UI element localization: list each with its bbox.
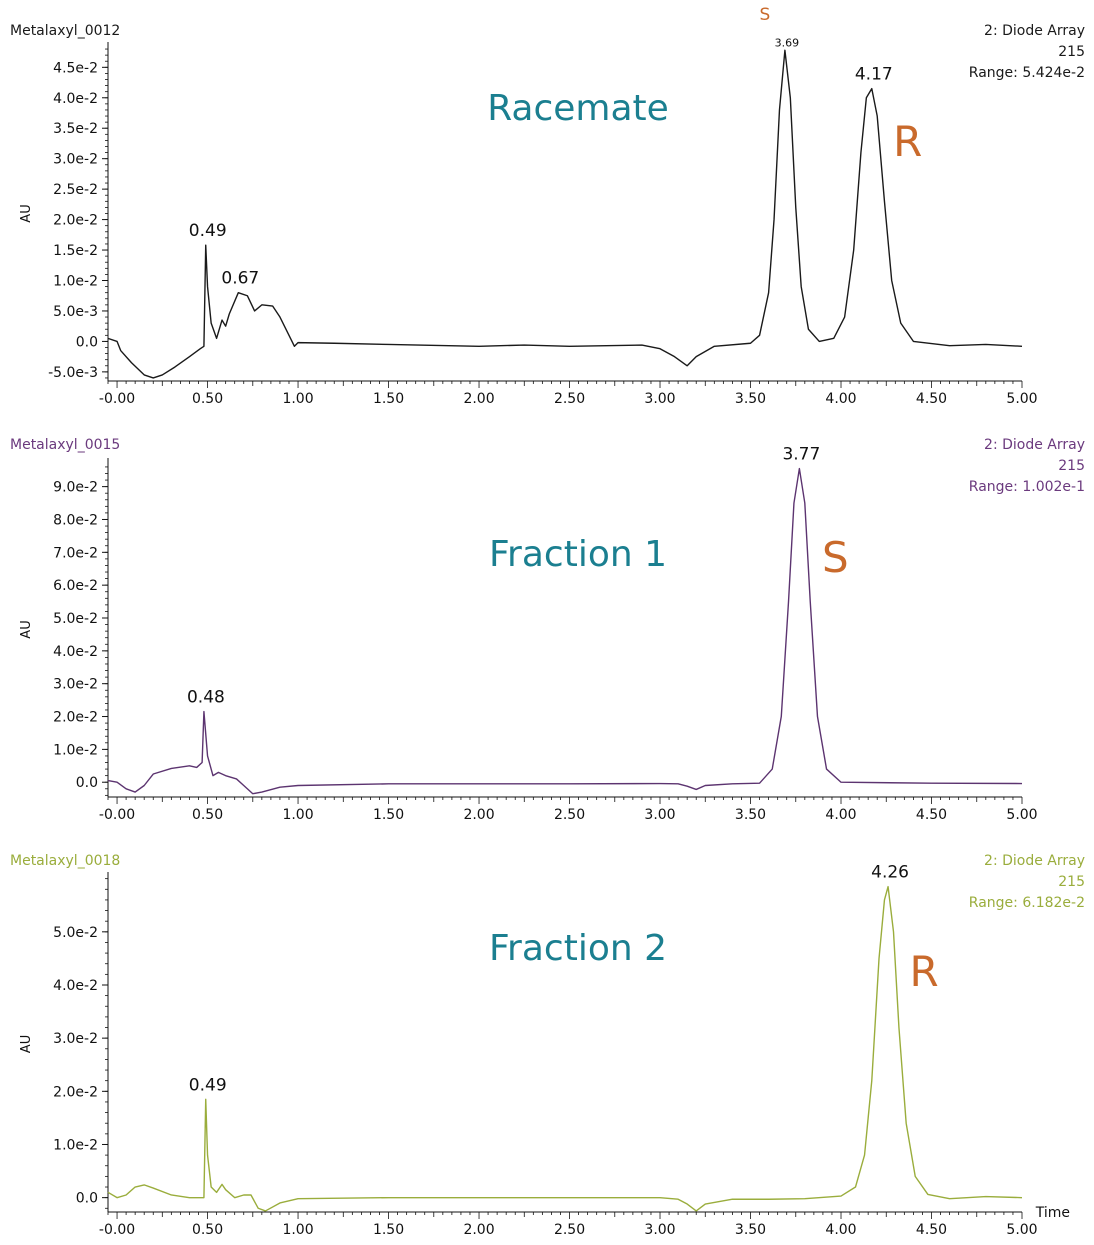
y-tick-label: 7.0e-2 xyxy=(53,545,98,561)
detector-label: 2: Diode Array xyxy=(984,437,1085,453)
enantiomer-label-s: S xyxy=(822,533,849,582)
channel-label: 215 xyxy=(1058,44,1085,60)
x-tick-label: -0.00 xyxy=(99,807,135,823)
y-tick-label: 4.0e-2 xyxy=(53,644,98,660)
x-tick-label: 2.00 xyxy=(463,1222,494,1238)
y-tick-label: 1.0e-2 xyxy=(53,1137,98,1153)
y-tick-label: 2.5e-2 xyxy=(53,182,98,198)
y-axis-label: AU xyxy=(19,1035,34,1053)
x-tick-label: 4.00 xyxy=(825,1222,856,1238)
channel-label: 215 xyxy=(1058,458,1085,474)
y-tick-label: 0.0 xyxy=(76,775,98,791)
x-tick-label: 1.00 xyxy=(282,807,313,823)
y-tick-label: 0.0 xyxy=(76,334,98,350)
y-tick-label: 2.0e-2 xyxy=(53,213,98,229)
x-tick-label: 3.00 xyxy=(644,391,675,407)
x-tick-label: 1.00 xyxy=(282,1222,313,1238)
y-tick-label: 0.0 xyxy=(76,1191,98,1207)
range-label: Range: 6.182e-2 xyxy=(969,895,1085,911)
x-tick-label: 5.00 xyxy=(1006,391,1037,407)
x-axis-label: Time xyxy=(1035,1205,1070,1221)
x-tick-label: -0.00 xyxy=(99,1222,135,1238)
y-tick-label: 1.0e-2 xyxy=(53,742,98,758)
peak-label: 3.69 xyxy=(775,36,800,49)
detector-label: 2: Diode Array xyxy=(984,853,1085,869)
sample-annotation: Racemate xyxy=(487,88,669,129)
y-tick-label: 3.5e-2 xyxy=(53,121,98,137)
y-tick-label: 3.0e-2 xyxy=(53,1031,98,1047)
racemate-panel: Metalaxyl_0012 2: Diode Array 215 Range: 5.… xyxy=(10,5,1085,407)
x-tick-label: 3.50 xyxy=(735,391,766,407)
range-label: Range: 1.002e-1 xyxy=(969,479,1085,495)
x-tick-label: 4.00 xyxy=(825,807,856,823)
x-tick-label: 5.00 xyxy=(1006,807,1037,823)
y-tick-label: -5.0e-3 xyxy=(48,365,98,381)
y-tick-label: 5.0e-2 xyxy=(53,925,98,941)
x-tick-label: 5.00 xyxy=(1006,1222,1037,1238)
y-tick-label: 3.0e-2 xyxy=(53,677,98,693)
x-tick-label: 1.50 xyxy=(373,807,404,823)
x-tick-label: 4.50 xyxy=(916,1222,947,1238)
peak-label: 0.67 xyxy=(221,269,259,289)
x-tick-label: 2.50 xyxy=(554,391,585,407)
x-tick-label: 3.50 xyxy=(735,1222,766,1238)
x-tick-label: 2.00 xyxy=(463,391,494,407)
x-tick-label: 2.50 xyxy=(554,1222,585,1238)
x-tick-label: -0.00 xyxy=(99,391,135,407)
y-tick-label: 3.0e-2 xyxy=(53,152,98,168)
y-tick-label: 9.0e-2 xyxy=(53,480,98,496)
enantiomer-label-s: S xyxy=(760,5,771,25)
y-axis-label: AU xyxy=(19,204,34,222)
y-tick-label: 8.0e-2 xyxy=(53,512,98,528)
sample-annotation: Fraction 2 xyxy=(489,928,667,969)
chromatogram-trace xyxy=(107,49,1023,379)
y-tick-label: 6.0e-2 xyxy=(53,578,98,594)
y-axis-label: AU xyxy=(19,620,34,638)
peak-label: 3.77 xyxy=(782,445,820,465)
y-tick-label: 2.0e-2 xyxy=(53,1084,98,1100)
peak-label: 4.26 xyxy=(871,863,909,883)
y-tick-label: 4.0e-2 xyxy=(53,978,98,994)
peak-label: 0.48 xyxy=(187,688,225,708)
x-tick-label: 1.50 xyxy=(373,1222,404,1238)
peak-label: 4.17 xyxy=(855,65,893,85)
range-label: Range: 5.424e-2 xyxy=(969,65,1085,81)
enantiomer-label-r: R xyxy=(893,117,922,166)
channel-label: 215 xyxy=(1058,874,1085,890)
y-tick-label: 2.0e-2 xyxy=(53,710,98,726)
y-tick-label: 1.5e-2 xyxy=(53,243,98,259)
sample-name: Metalaxyl_0012 xyxy=(10,23,120,39)
chromatogram-trace xyxy=(107,467,1023,795)
chromatogram-trace xyxy=(107,885,1023,1212)
x-tick-label: 3.00 xyxy=(644,807,675,823)
detector-label: 2: Diode Array xyxy=(984,23,1085,39)
sample-name: Metalaxyl_0015 xyxy=(10,437,120,453)
fraction-2-panel: Metalaxyl_0018 2: Diode Array 215 Range: 6.… xyxy=(10,853,1085,1238)
x-tick-label: 4.00 xyxy=(825,391,856,407)
y-tick-label: 5.0e-3 xyxy=(53,304,98,320)
y-tick-label: 4.0e-2 xyxy=(53,91,98,107)
sample-annotation: Fraction 1 xyxy=(489,534,667,575)
x-tick-label: 3.00 xyxy=(644,1222,675,1238)
x-tick-label: 0.50 xyxy=(192,391,223,407)
x-tick-label: 4.50 xyxy=(916,807,947,823)
x-tick-label: 3.50 xyxy=(735,807,766,823)
peak-label: 0.49 xyxy=(189,1075,227,1095)
x-tick-label: 0.50 xyxy=(192,1222,223,1238)
enantiomer-label-r: R xyxy=(909,947,938,996)
x-tick-label: 2.50 xyxy=(554,807,585,823)
x-tick-label: 4.50 xyxy=(916,391,947,407)
y-tick-label: 1.0e-2 xyxy=(53,274,98,290)
fraction-1-panel: Metalaxyl_0015 2: Diode Array 215 Range: 1.… xyxy=(10,437,1085,823)
x-tick-label: 0.50 xyxy=(192,807,223,823)
y-tick-label: 5.0e-2 xyxy=(53,611,98,627)
x-tick-label: 1.00 xyxy=(282,391,313,407)
x-tick-label: 2.00 xyxy=(463,807,494,823)
sample-name: Metalaxyl_0018 xyxy=(10,853,120,869)
peak-label: 0.49 xyxy=(189,221,227,241)
y-tick-label: 4.5e-2 xyxy=(53,60,98,76)
x-tick-label: 1.50 xyxy=(373,391,404,407)
